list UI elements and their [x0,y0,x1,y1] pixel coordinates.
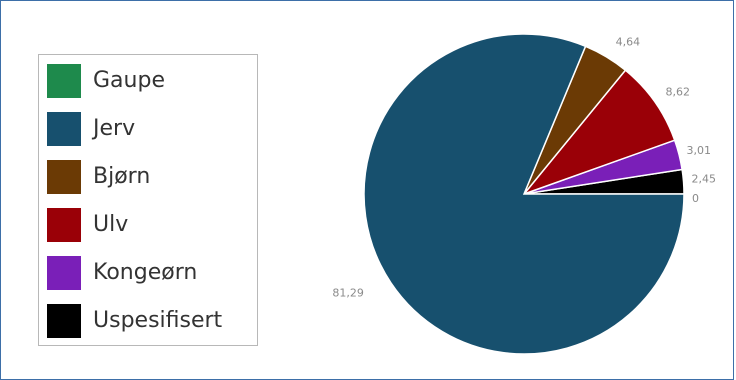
legend-swatch [47,304,81,338]
legend-label: Uspesifisert [93,308,223,333]
legend-item: Ulv [47,205,257,245]
legend-swatch [47,256,81,290]
legend-item: Kongeørn [47,253,257,293]
legend-label: Gaupe [93,68,165,93]
data-label-ulv: 8,62 [666,86,691,99]
legend: Gaupe Jerv Bjørn Ulv Kongeørn Uspesifisert [38,54,258,346]
pie-slice-jerv[interactable] [363,33,685,355]
data-label-uspesifisert: 2,45 [692,172,717,185]
pie-chart: 0 2,45 3,01 8,62 4,64 81,29 [332,33,717,355]
data-label-jerv: 81,29 [332,287,364,300]
legend-item: Jerv [47,109,257,149]
legend-item: Bjørn [47,157,257,197]
data-label-bjørn: 4,64 [616,35,641,48]
legend-swatch [47,112,81,146]
data-label-gaupe: 0 [692,192,699,205]
legend-swatch [47,64,81,98]
legend-swatch [47,160,81,194]
data-label-kongeørn: 3,01 [687,144,712,157]
legend-swatch [47,208,81,242]
pie-slice-ulv[interactable] [521,69,676,196]
legend-label: Ulv [93,212,129,237]
legend-item: Uspesifisert [47,301,257,341]
legend-item: Gaupe [47,61,257,101]
legend-label: Kongeørn [93,260,198,285]
legend-label: Bjørn [93,164,151,189]
legend-label: Jerv [93,116,136,141]
